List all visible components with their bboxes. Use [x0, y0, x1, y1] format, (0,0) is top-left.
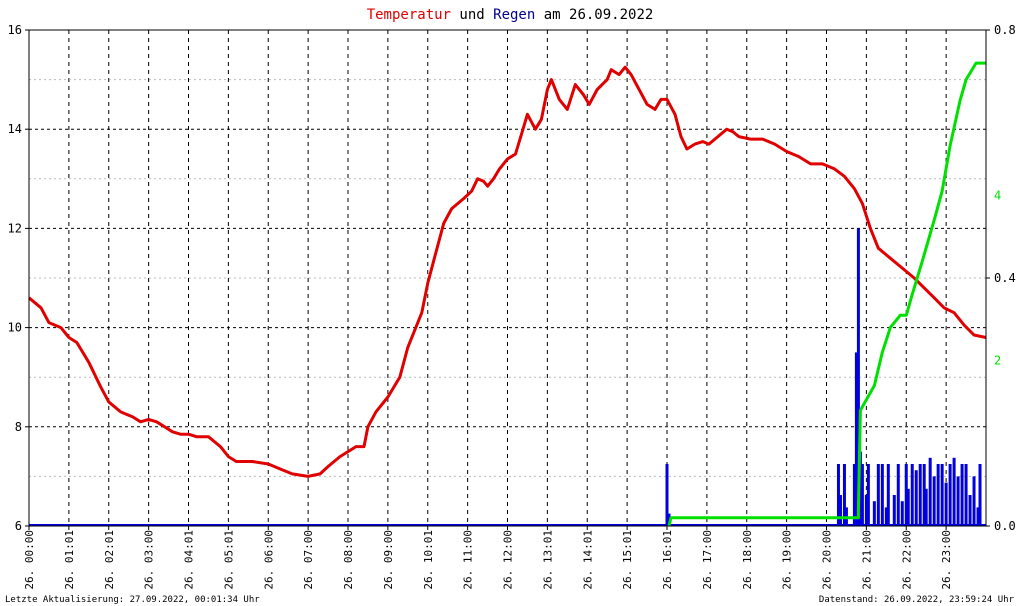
footer-data-status: Datenstand: 26.09.2022, 23:59:24 Uhr — [819, 595, 1015, 605]
x-tick-label: 26. 12:00 — [502, 530, 515, 590]
x-tick-label: 26. 17:00 — [701, 530, 714, 590]
x-tick-label: 26. 19:00 — [781, 530, 794, 590]
rain-bar — [924, 488, 928, 526]
x-tick-label: 26. 06:00 — [262, 530, 275, 590]
rain-bar — [944, 482, 948, 526]
rain-bar — [665, 464, 669, 526]
series-lines — [28, 61, 987, 527]
rain-bar — [860, 464, 864, 526]
axis-labels: 6 8 10 12 14 16 0.0 0.4 0.8 2 4 26. 00:00 26. 01:01 2… — [8, 23, 1016, 590]
x-tick-label: 26. 05:01 — [222, 530, 235, 590]
rain-bar — [936, 464, 940, 526]
title-temperature-word: Temperatur — [367, 7, 451, 23]
rain-bar — [854, 352, 858, 526]
y-left-tick-label: 8 — [15, 420, 22, 434]
y-right-outer-tick-label: 0.0 — [994, 519, 1016, 533]
rain-bar — [918, 464, 922, 526]
rain-bar — [900, 501, 904, 526]
rain-bar — [956, 476, 960, 526]
x-tick-label: 26. 03:00 — [143, 530, 156, 590]
rain-bar — [858, 451, 862, 526]
x-tick-label: 26. 08:00 — [342, 530, 355, 590]
rain-bar — [886, 464, 890, 526]
x-tick-label: 26. 23:00 — [940, 530, 953, 590]
rain-bar — [976, 507, 980, 526]
rain-bar — [904, 464, 908, 526]
chart-title: Temperatur und Regen am 26.09.2022 — [367, 7, 654, 23]
x-tick-label: 26. 00:00 — [23, 530, 36, 590]
x-tick-label: 26. 21:00 — [860, 530, 873, 590]
rain-bar — [896, 464, 900, 526]
temperature-line — [28, 65, 987, 478]
rain-bar — [872, 501, 876, 526]
y-right-outer-tick-label: 0.4 — [994, 271, 1016, 285]
grid — [29, 30, 986, 526]
rain-bar — [952, 457, 956, 526]
x-tick-label: 26. 10:01 — [422, 530, 435, 590]
x-tick-label: 26. 11:00 — [462, 530, 475, 590]
title-and-word: und — [451, 7, 493, 23]
x-tick-label: 26. 14:01 — [581, 530, 594, 590]
rain-bar — [892, 495, 896, 526]
y-left-tick-label: 10 — [8, 321, 22, 335]
rain-bar — [838, 495, 842, 526]
y-left-tick-label: 12 — [8, 221, 22, 235]
rain-bar — [968, 495, 972, 526]
rain-bar — [960, 464, 964, 526]
x-tick-label: 26. 20:00 — [821, 530, 834, 590]
x-tick-label: 26. 01:01 — [63, 530, 76, 590]
rain-bar — [856, 228, 860, 526]
rain-bar — [876, 464, 880, 526]
rain-bar — [836, 464, 840, 526]
rain_sum-line — [667, 61, 986, 527]
title-date: am 26.09.2022 — [535, 7, 653, 23]
x-tick-label: 26. 07:00 — [302, 530, 315, 590]
x-tick-label: 26. 16:01 — [661, 530, 674, 590]
x-tick-label: 26. 09:00 — [382, 530, 395, 590]
rain-bar — [928, 457, 932, 526]
y-left-tick-label: 16 — [8, 23, 22, 37]
rain-bar — [910, 464, 914, 526]
rain-bar — [884, 507, 888, 526]
rain-bar — [972, 476, 976, 526]
rain-bar — [948, 464, 952, 526]
x-tick-label: 26. 13:01 — [541, 530, 554, 590]
rain-bar — [842, 464, 846, 526]
x-tick-label: 26. 15:01 — [621, 530, 634, 590]
y-left-tick-label: 14 — [8, 122, 22, 136]
title-rain-word: Regen — [493, 7, 535, 23]
x-tick-label: 26. 18:00 — [741, 530, 754, 590]
rain-bar — [866, 464, 870, 526]
rain-bars — [29, 228, 986, 526]
footer-last-update: Letzte Aktualisierung: 27.09.2022, 00:01… — [5, 595, 260, 605]
y-right-outer-tick-label: 0.8 — [994, 23, 1016, 37]
plot-frame — [28, 29, 987, 527]
y-left-tick-label: 6 — [15, 519, 22, 533]
rain-bar — [964, 464, 968, 526]
rain-bar — [906, 488, 910, 526]
rain-bar — [940, 464, 944, 526]
x-tick-label: 26. 04:01 — [183, 530, 196, 590]
y-right-inner-tick-label: 4 — [994, 188, 1001, 202]
rain-bar — [914, 470, 918, 526]
x-tick-label: 26. 02:01 — [103, 530, 116, 590]
y-right-inner-tick-label: 2 — [994, 354, 1001, 368]
rain-bar — [932, 476, 936, 526]
x-tick-label: 26. 22:00 — [900, 530, 913, 590]
rain-bar — [978, 464, 982, 526]
rain-bar — [880, 464, 884, 526]
rain-bar — [852, 464, 856, 526]
rain-bar — [922, 464, 926, 526]
rain-bar — [864, 495, 868, 526]
